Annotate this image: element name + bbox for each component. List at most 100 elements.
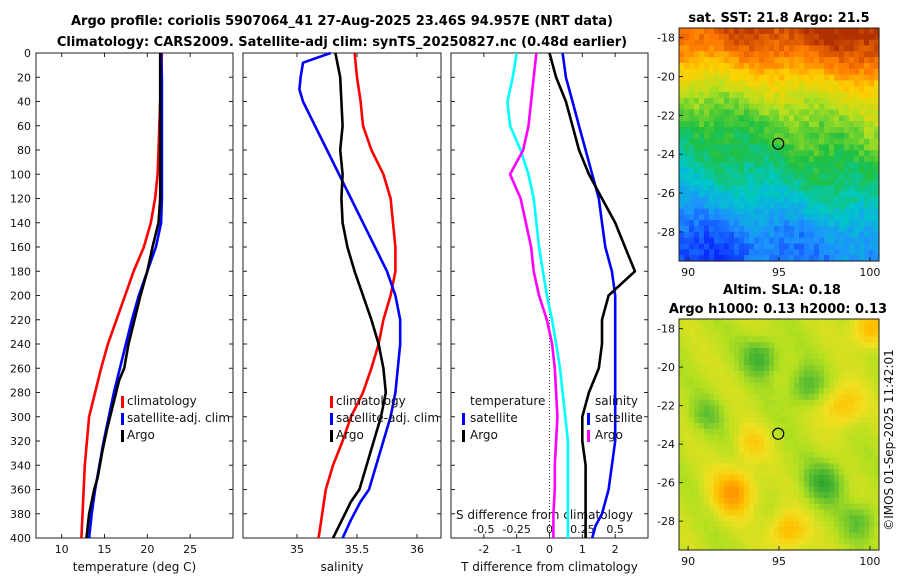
map-cell [744, 336, 750, 343]
map-cell [749, 394, 755, 401]
map-cell [689, 474, 695, 482]
map-cell [849, 62, 855, 70]
map-cell [854, 51, 860, 58]
map-cell [799, 156, 805, 163]
map-cell [809, 191, 815, 198]
map-cell [759, 167, 765, 175]
map-cell [784, 486, 790, 493]
map-cell [789, 480, 795, 488]
sla-map-title-line2: Argo h1000: 0.13 h2000: 0.13 [669, 302, 887, 317]
map-cell [684, 150, 690, 157]
map-cell [789, 446, 795, 453]
map-cell [794, 167, 800, 175]
map-cell [739, 51, 745, 58]
map-cell [719, 394, 725, 401]
map-y-tick-label: -28 [657, 515, 675, 528]
map-cell [709, 144, 715, 151]
map-cell [829, 62, 835, 70]
map-cell [739, 376, 745, 384]
map-cell [834, 370, 840, 378]
map-cell [819, 103, 825, 111]
map-cell [794, 342, 800, 349]
map-cell [714, 127, 720, 134]
map-cell [804, 353, 810, 361]
map-cell [724, 109, 730, 116]
map-cell [694, 526, 700, 534]
map-cell [849, 336, 855, 343]
map-cell [699, 342, 705, 349]
map-cell [819, 220, 825, 227]
map-cell [824, 498, 830, 505]
map-cell [784, 62, 790, 70]
map-cell [689, 428, 695, 436]
map-cell [724, 237, 730, 245]
map-cell [859, 45, 865, 52]
map-cell [799, 388, 805, 395]
map-cell [854, 237, 860, 245]
map-cell [744, 208, 750, 215]
map-cell [804, 526, 810, 534]
map-cell [734, 231, 740, 239]
map-cell [714, 62, 720, 70]
map-cell [679, 68, 685, 76]
map-cell [729, 417, 735, 424]
map-cell [799, 515, 805, 522]
map-cell [794, 417, 800, 424]
map-cell [719, 226, 725, 233]
map-cell [849, 342, 855, 349]
map-cell [684, 45, 690, 52]
map-cell [744, 370, 750, 378]
map-cell [699, 474, 705, 482]
map-cell [834, 515, 840, 522]
map-cell [679, 532, 685, 540]
map-cell [784, 249, 790, 256]
map-cell [789, 62, 795, 70]
map-cell [689, 243, 695, 250]
map-cell [829, 526, 835, 534]
map-cell [794, 463, 800, 470]
map-cell [839, 92, 845, 99]
map-cell [839, 394, 845, 401]
map-cell [779, 422, 785, 430]
top-x-tick-label: 0 [546, 523, 553, 536]
map-cell [804, 33, 810, 41]
map-cell [789, 422, 795, 430]
map-cell [719, 347, 725, 355]
map-cell [859, 237, 865, 245]
map-cell [709, 446, 715, 453]
map-cell [759, 173, 765, 181]
map-cell [799, 249, 805, 256]
map-cell [719, 440, 725, 447]
map-cell [729, 144, 735, 151]
map-cell [734, 365, 740, 372]
map-cell [739, 544, 745, 551]
map-cell [784, 121, 790, 128]
map-cell [824, 446, 830, 453]
map-cell [764, 486, 770, 493]
map-cell [834, 526, 840, 534]
map-cell [744, 440, 750, 447]
map-cell [799, 179, 805, 186]
map-cell [874, 417, 880, 424]
map-cell [784, 144, 790, 151]
map-cell [689, 336, 695, 343]
map-cell [784, 231, 790, 239]
map-cell [804, 498, 810, 505]
map-cell [854, 370, 860, 378]
map-cell [709, 51, 715, 58]
map-cell [769, 319, 775, 326]
map-cell [864, 434, 870, 441]
map-cell [874, 220, 880, 227]
map-cell [704, 103, 710, 111]
map-cell [724, 57, 730, 64]
map-cell [679, 342, 685, 349]
map-cell [719, 255, 725, 262]
map-cell [854, 39, 860, 47]
map-cell [714, 440, 720, 447]
map-cell [759, 127, 765, 134]
map-cell [734, 144, 740, 151]
map-cell [814, 97, 820, 105]
map-cell [819, 544, 825, 551]
map-cell [689, 538, 695, 545]
map-cell [839, 365, 845, 372]
